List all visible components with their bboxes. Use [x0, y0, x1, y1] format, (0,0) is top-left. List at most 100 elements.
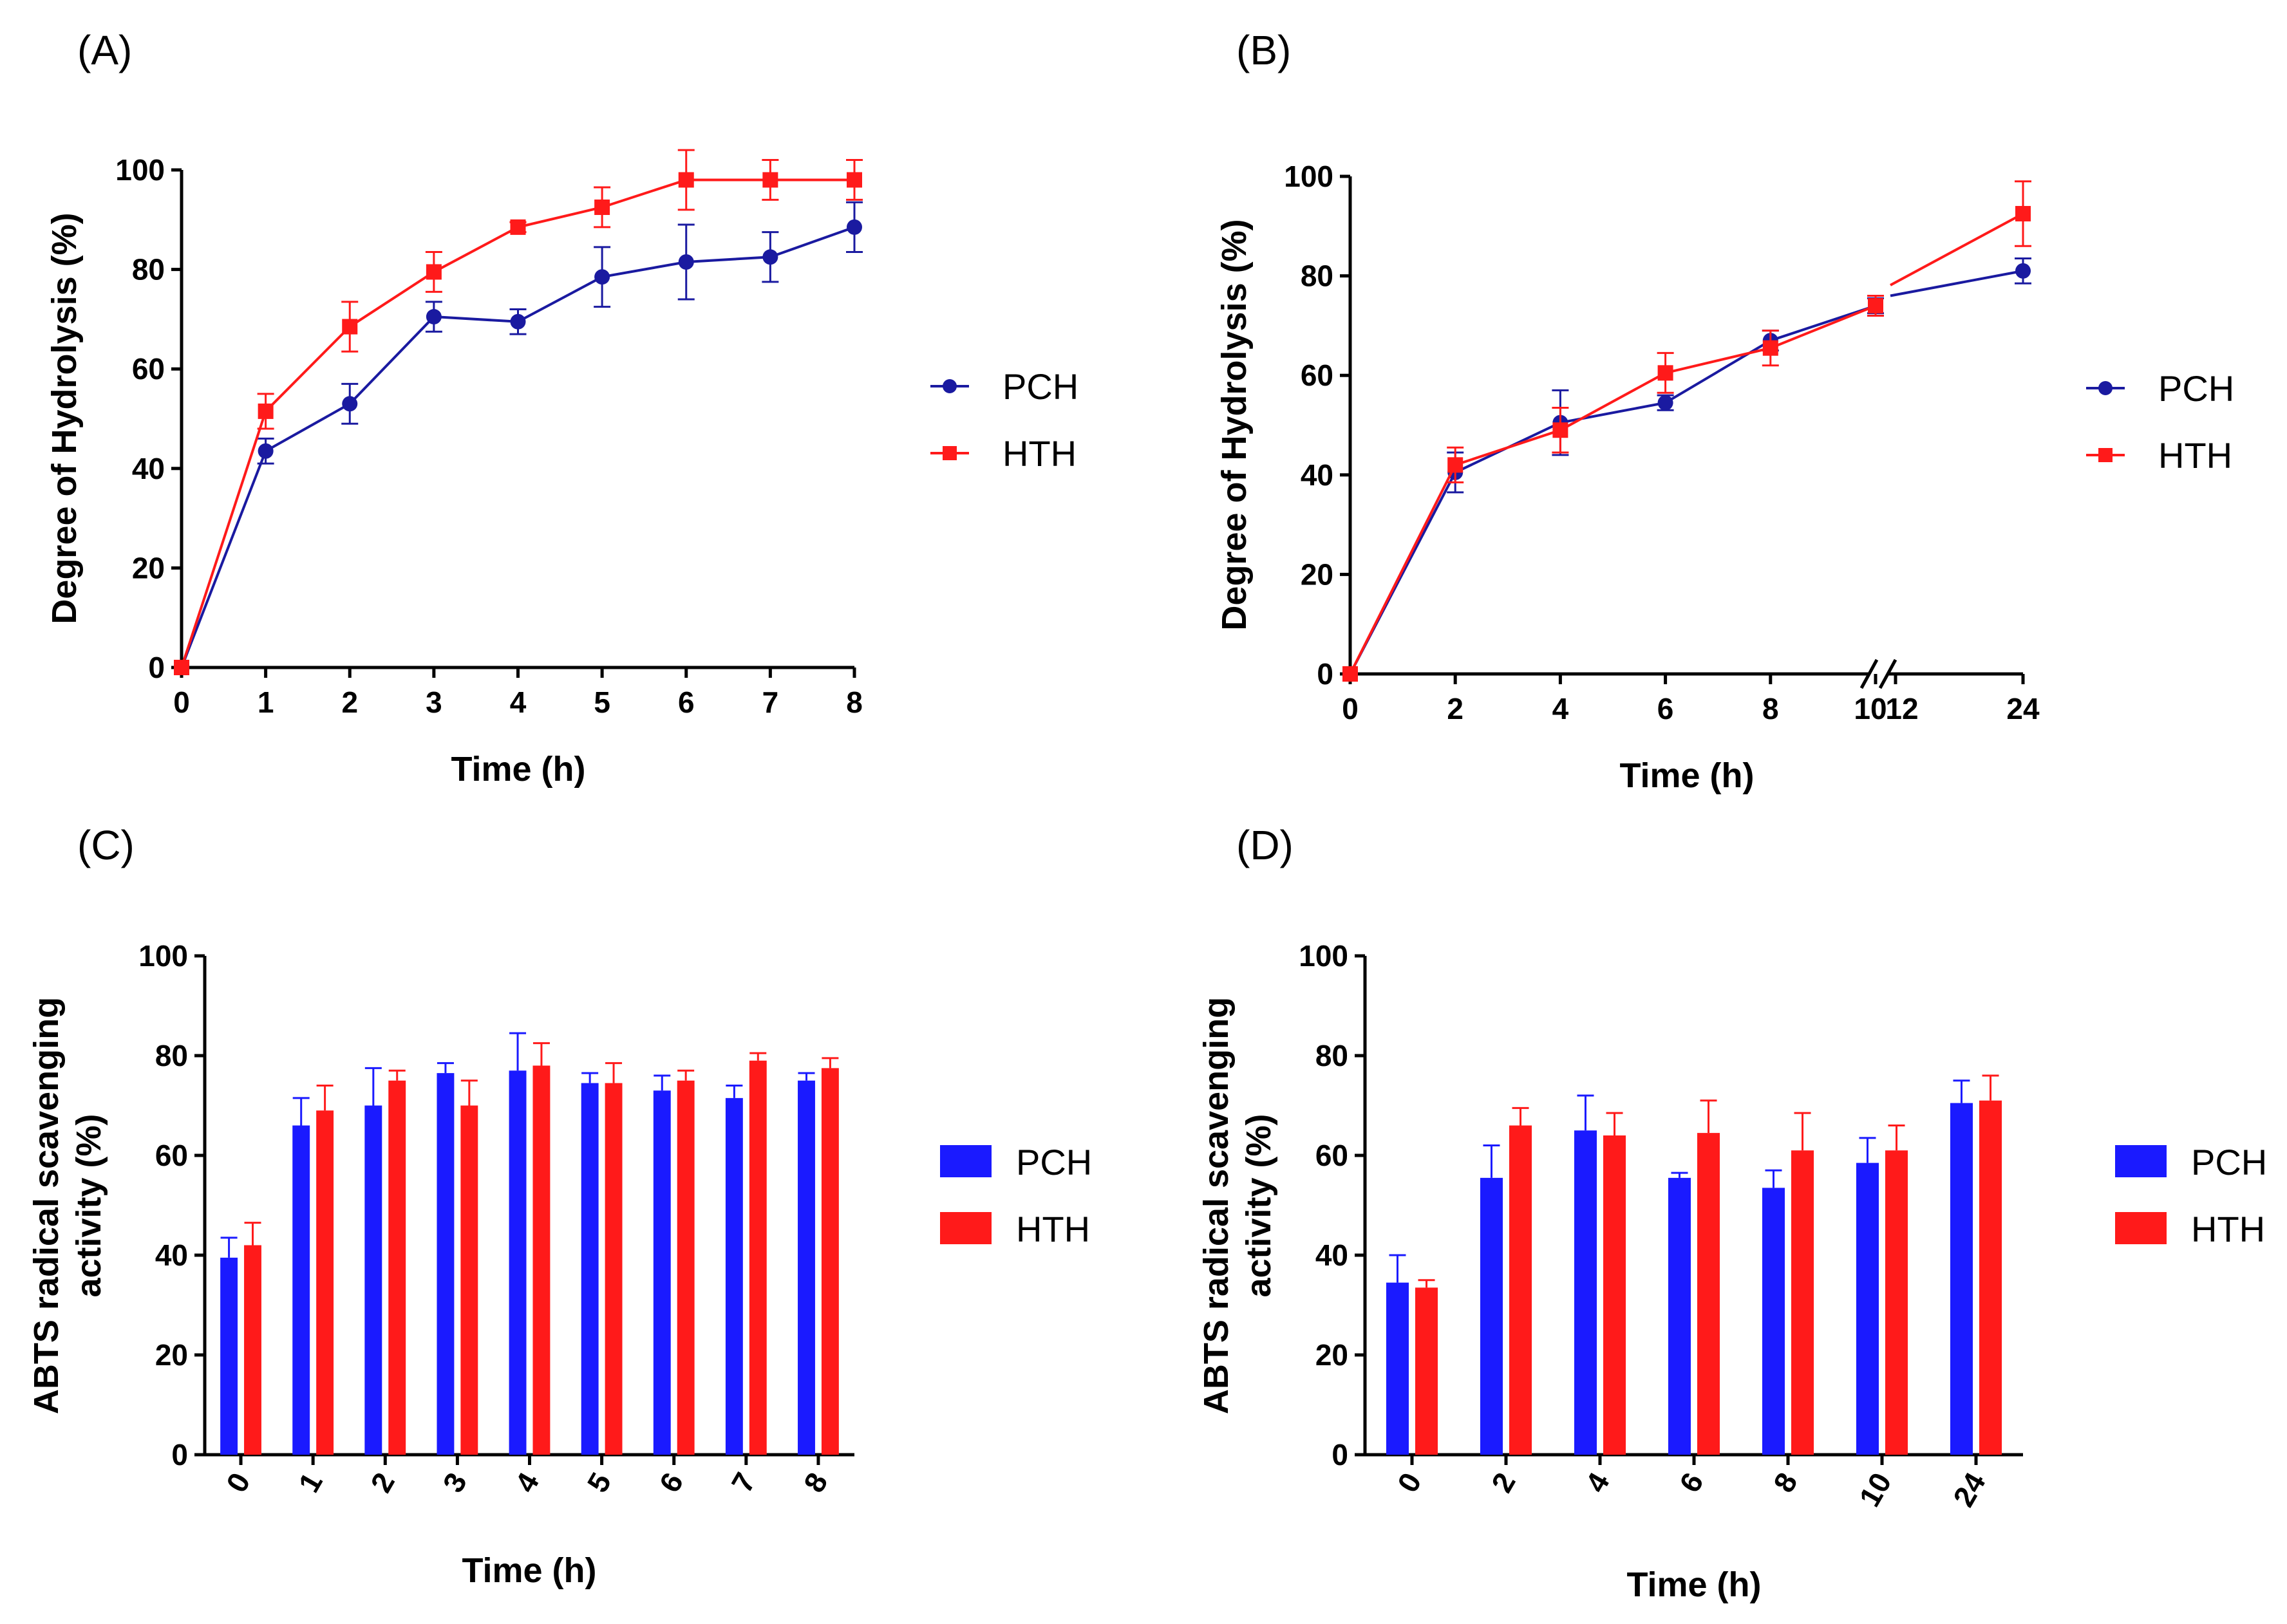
panel-label: (B): [1236, 27, 1291, 73]
y-axis-title: ABTS radical scavenging activity (%): [1197, 997, 1278, 1414]
data-point: [2015, 205, 2031, 221]
x-axis-title: Time (h): [1619, 756, 1754, 795]
y-axis-title-line: ABTS radical scavenging: [1197, 997, 1236, 1414]
y-axis-title-line: activity (%): [70, 1114, 108, 1297]
y-tick-label: 0: [1332, 1438, 1348, 1471]
panel-label: (D): [1236, 822, 1294, 868]
x-axis-title: Time (h): [451, 750, 585, 789]
bar: [1885, 1150, 1908, 1455]
y-tick-label: 20: [132, 551, 165, 584]
bar: [1386, 1282, 1409, 1455]
x-tick-label: 0: [1342, 692, 1359, 725]
x-tick-label: 2: [341, 686, 358, 719]
x-axis-title: Time (h): [462, 1551, 596, 1590]
data-point: [1657, 395, 1673, 411]
x-tick-label: 3: [436, 1467, 473, 1498]
data-point: [426, 264, 442, 280]
data-point: [510, 313, 526, 330]
x-tick-label: 0: [1391, 1467, 1428, 1498]
y-tick-label: 40: [1315, 1238, 1348, 1272]
data-point: [258, 443, 274, 459]
y-tick-label: 20: [155, 1338, 188, 1372]
x-tick-label: 7: [725, 1467, 762, 1498]
data-point: [1552, 422, 1568, 438]
x-tick-label: 4: [1579, 1467, 1616, 1498]
data-point: [1762, 340, 1778, 356]
x-tick-label: 0: [220, 1467, 257, 1498]
series-line: [1890, 212, 2024, 286]
data-point: [594, 199, 610, 215]
axis-break-mark: [1859, 658, 1879, 689]
x-tick-label: 2: [1485, 1467, 1522, 1498]
legend-label: PCH: [1002, 366, 1078, 407]
data-point: [258, 403, 274, 419]
bar: [1950, 1103, 1973, 1455]
y-tick-label: 100: [138, 939, 188, 973]
x-tick-label: 1: [258, 686, 274, 719]
y-axis-title: Degree of Hydrolysis (%): [1215, 219, 1254, 630]
x-tick-label: 10: [1852, 1467, 1898, 1512]
bar: [316, 1110, 334, 1455]
legend-marker: [943, 446, 957, 460]
data-point: [678, 172, 694, 188]
legend-label: HTH: [2191, 1209, 2265, 1249]
x-tick-label: 2: [364, 1467, 401, 1498]
bar: [581, 1083, 599, 1455]
legend-label: HTH: [1016, 1209, 1090, 1249]
y-tick-label: 80: [155, 1039, 188, 1072]
y-tick-label: 100: [115, 153, 165, 187]
bar: [1791, 1150, 1814, 1455]
panel-A: (A) 0 20 40 60 80 100 0 1 2 3 4 5 6 7 8 Degree of Hydrol…: [45, 27, 1078, 789]
series-line: [1349, 304, 1876, 675]
x-tick-label: 1: [292, 1467, 329, 1498]
legend-swatch: [2115, 1212, 2167, 1244]
data-point: [762, 172, 778, 188]
x-tick-label: 5: [594, 686, 610, 719]
legend-marker: [2098, 381, 2113, 395]
legend-label: HTH: [1002, 433, 1077, 474]
x-tick-label: 24: [1946, 1467, 1992, 1513]
x-tick-label: 8: [1762, 692, 1779, 725]
legend-label: PCH: [1016, 1142, 1092, 1182]
x-tick-label: 8: [1767, 1467, 1804, 1498]
y-tick-label: 0: [171, 1438, 188, 1471]
y-tick-label: 0: [148, 651, 165, 684]
bar: [509, 1070, 527, 1455]
x-tick-label: 7: [762, 686, 779, 719]
data-point: [342, 319, 358, 335]
legend-marker: [2098, 448, 2113, 462]
x-tick-label: 10: [1854, 692, 1887, 725]
bar: [532, 1065, 551, 1455]
y-axis-title-line: Degree of Hydrolysis (%): [1215, 219, 1254, 630]
data-point: [426, 309, 442, 325]
bar: [460, 1105, 478, 1455]
series-line: [180, 178, 854, 668]
series-line: [1349, 304, 1876, 675]
legend-swatch: [940, 1212, 992, 1244]
y-tick-label: 60: [132, 352, 165, 386]
panel-C: (C) 0 20 40 60 80 100 0 1 2 3 4 5 6 7 8 ABTS radical sca…: [27, 822, 1092, 1590]
data-point: [342, 396, 358, 412]
y-tick-label: 80: [132, 253, 165, 286]
bar: [653, 1090, 671, 1455]
x-tick-label: 8: [846, 686, 863, 719]
y-axis-title-line: Degree of Hydrolysis (%): [45, 212, 84, 624]
bar: [1697, 1133, 1720, 1455]
data-point: [510, 219, 526, 235]
bar: [1415, 1287, 1438, 1455]
bar: [1979, 1100, 2002, 1455]
data-point: [847, 172, 862, 188]
y-tick-label: 60: [1315, 1139, 1348, 1172]
x-tick-label: 3: [426, 686, 442, 719]
bar: [725, 1097, 743, 1455]
bar: [605, 1083, 623, 1455]
bar: [798, 1080, 815, 1455]
x-tick-label: 12: [1885, 692, 1918, 725]
x-tick-label: 6: [1673, 1467, 1710, 1498]
bar: [1574, 1130, 1597, 1455]
data-point: [847, 219, 862, 235]
series-line: [180, 226, 855, 668]
panel-label: (C): [77, 822, 135, 868]
